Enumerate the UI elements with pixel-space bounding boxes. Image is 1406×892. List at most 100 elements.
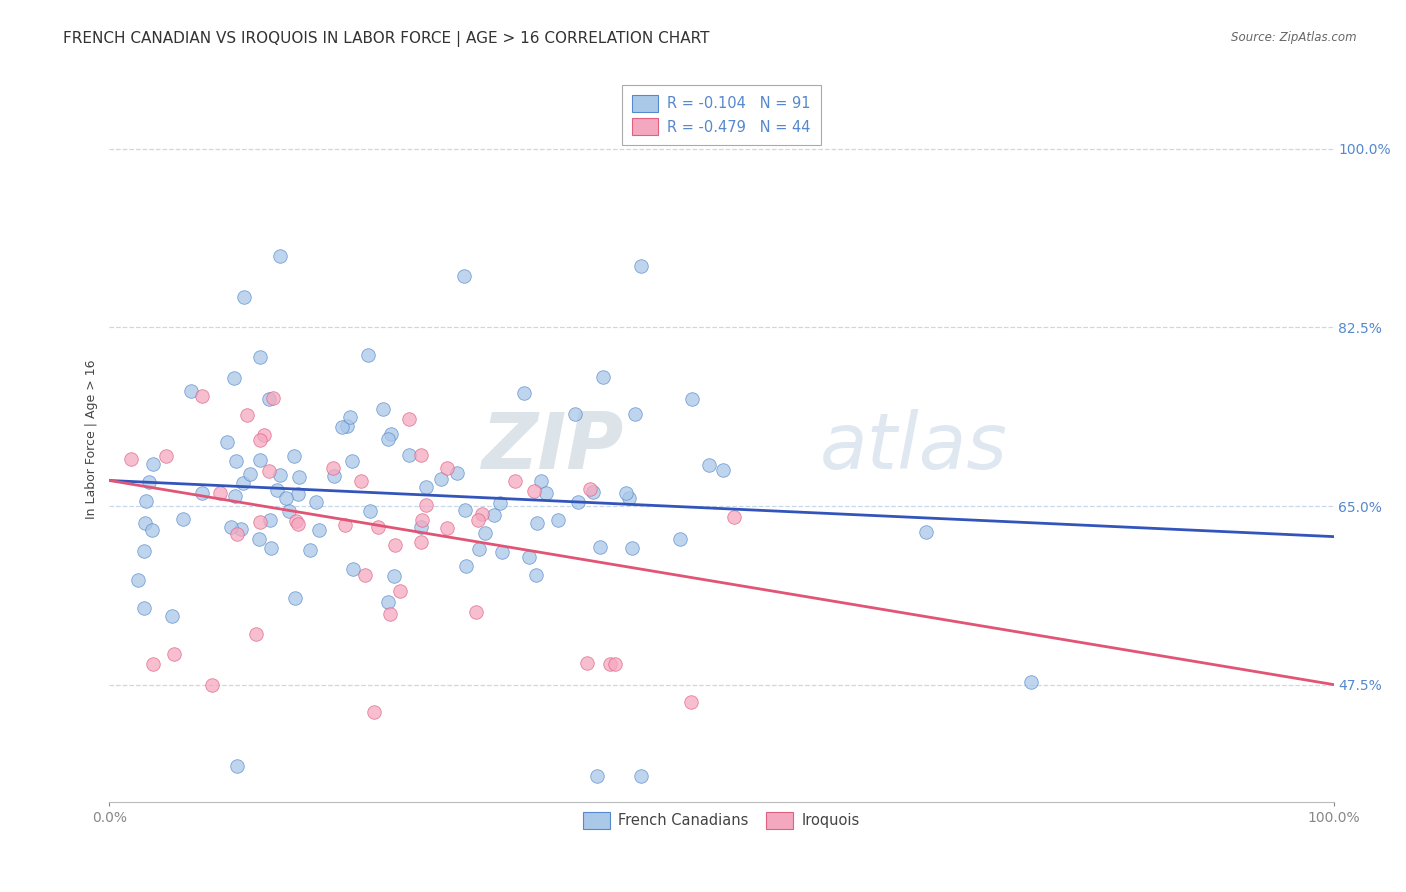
Point xyxy=(253,428,276,442)
Point xyxy=(530,474,553,488)
Point xyxy=(586,769,609,783)
Point xyxy=(430,472,453,486)
Point xyxy=(340,454,363,468)
Point xyxy=(135,493,157,508)
Point xyxy=(524,568,547,582)
Point xyxy=(127,573,149,587)
Point xyxy=(226,527,249,541)
Point xyxy=(367,520,389,534)
Point xyxy=(259,392,281,407)
Point xyxy=(436,461,458,475)
Point xyxy=(679,694,702,708)
Point xyxy=(723,509,745,524)
Point xyxy=(132,601,155,615)
Point xyxy=(330,420,353,434)
Point xyxy=(471,507,494,521)
Point xyxy=(269,249,291,263)
Point xyxy=(138,475,160,489)
Point xyxy=(229,522,252,536)
Point xyxy=(163,647,186,661)
Point xyxy=(489,496,512,510)
Point xyxy=(467,513,489,527)
Point xyxy=(373,402,395,417)
Text: ZIP: ZIP xyxy=(481,409,623,485)
Text: Source: ZipAtlas.com: Source: ZipAtlas.com xyxy=(1232,31,1357,45)
Point xyxy=(260,541,283,555)
Point xyxy=(285,514,308,528)
Point xyxy=(474,525,496,540)
Point xyxy=(592,369,614,384)
Point xyxy=(305,495,328,509)
Point xyxy=(454,559,477,574)
Point xyxy=(599,657,621,672)
Text: atlas: atlas xyxy=(820,409,1007,485)
Point xyxy=(339,409,361,424)
Point xyxy=(288,470,311,484)
Point xyxy=(564,407,586,421)
Point xyxy=(142,457,165,471)
Point xyxy=(384,538,406,552)
Point xyxy=(208,485,231,500)
Point xyxy=(491,545,513,559)
Point xyxy=(120,451,142,466)
Point xyxy=(349,475,371,489)
Point xyxy=(245,627,267,641)
Point xyxy=(249,433,271,447)
Point xyxy=(468,541,491,556)
Point xyxy=(172,512,194,526)
Point xyxy=(217,435,239,450)
Point xyxy=(287,487,309,501)
Point xyxy=(536,486,558,500)
Point xyxy=(269,467,291,482)
Point xyxy=(257,464,280,478)
Point xyxy=(262,391,284,405)
Point xyxy=(284,591,307,605)
Point xyxy=(605,657,627,672)
Point xyxy=(221,520,243,534)
Point xyxy=(411,513,433,527)
Point xyxy=(377,595,399,609)
Point xyxy=(233,290,256,304)
Point xyxy=(614,486,637,500)
Point xyxy=(378,607,401,621)
Point xyxy=(308,523,330,537)
Point xyxy=(359,504,381,518)
Point xyxy=(915,525,938,540)
Point xyxy=(225,454,247,468)
Point xyxy=(160,609,183,624)
Point xyxy=(141,523,163,537)
Point xyxy=(526,516,548,530)
Point xyxy=(259,513,281,527)
Point xyxy=(266,483,288,497)
Point xyxy=(235,408,257,422)
Point xyxy=(630,259,652,273)
Point xyxy=(155,450,177,464)
Point xyxy=(377,432,399,446)
Point xyxy=(682,392,704,406)
Point xyxy=(389,583,412,598)
Point xyxy=(249,515,271,529)
Point xyxy=(232,475,254,490)
Point xyxy=(277,504,299,518)
Point xyxy=(503,474,526,488)
Point xyxy=(276,491,298,506)
Point xyxy=(617,491,640,505)
Point xyxy=(134,543,156,558)
Point xyxy=(322,461,344,475)
Point xyxy=(547,513,569,527)
Point xyxy=(353,567,375,582)
Point xyxy=(523,483,546,498)
Point xyxy=(283,449,305,463)
Point xyxy=(224,489,246,503)
Point xyxy=(409,520,432,534)
Point xyxy=(298,543,321,558)
Point xyxy=(669,532,692,546)
Point xyxy=(575,656,598,670)
Point xyxy=(624,408,647,422)
Point xyxy=(380,426,402,441)
Point xyxy=(484,508,506,522)
Point xyxy=(247,532,270,546)
Point xyxy=(519,550,541,565)
Y-axis label: In Labor Force | Age > 16: In Labor Force | Age > 16 xyxy=(86,360,98,519)
Point xyxy=(630,769,652,783)
